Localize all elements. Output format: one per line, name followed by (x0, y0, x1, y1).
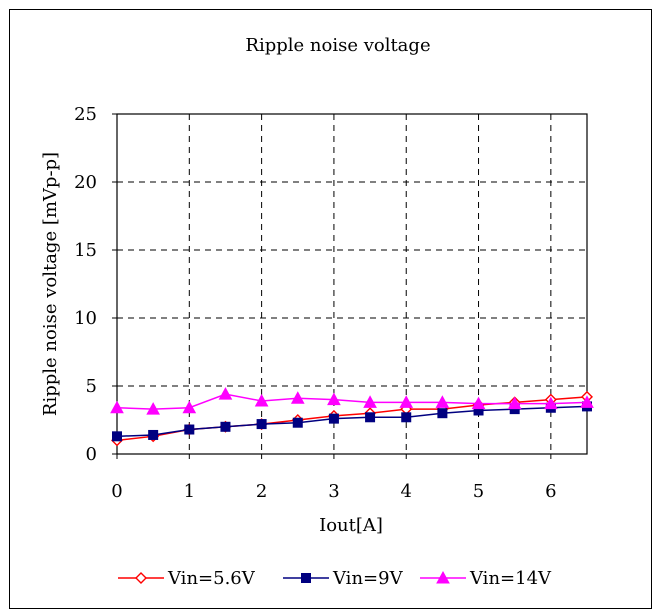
legend-item-2: Vin=14V (420, 568, 552, 589)
series-2-point-5 (290, 391, 305, 404)
series-1-point-2 (184, 424, 195, 435)
x-tick-label-1: 1 (184, 481, 195, 502)
gridlines (117, 114, 587, 454)
series-2-point-0 (110, 400, 124, 414)
series-2-point-9 (435, 395, 450, 408)
x-tick-label-0: 0 (111, 481, 122, 502)
series-1-point-6 (328, 413, 339, 424)
x-tick-label-4: 4 (401, 481, 412, 502)
y-tick-label-3: 15 (74, 240, 97, 261)
x-tick-label-5: 5 (473, 481, 484, 502)
series-1-point-5 (292, 417, 303, 428)
series-line-2 (116, 393, 588, 410)
series-2-point-11 (507, 396, 522, 410)
x-tick-label-2: 2 (256, 481, 267, 502)
data-series (110, 387, 594, 447)
legend-marker-0 (135, 572, 147, 584)
y-tick-label-1: 5 (86, 376, 97, 397)
y-axis-ticks: 0 5 10 15 20 25 (74, 104, 117, 465)
y-axis-label: Ripple noise voltage [mVp-p] (40, 152, 61, 416)
series-1-point-1 (148, 429, 159, 440)
legend-marker-1 (301, 573, 311, 583)
series-1-point-0 (112, 431, 122, 442)
series-1-point-4 (256, 419, 267, 430)
legend-label-1: Vin=9V (332, 568, 404, 589)
legend-label-2: Vin=14V (469, 568, 552, 589)
series-1-point-7 (365, 412, 376, 423)
legend-item-0: Vin=5.6V (118, 568, 256, 589)
series-2-point-12 (544, 396, 558, 410)
series-2-point-7 (363, 395, 377, 408)
chart-title: Ripple noise voltage (245, 35, 430, 56)
series-2-point-10 (471, 396, 486, 410)
x-axis-ticks: 0 1 2 3 4 5 6 (111, 454, 557, 502)
y-tick-label-4: 20 (74, 172, 97, 193)
series-2-point-3 (218, 387, 233, 400)
chart-frame (9, 9, 652, 609)
x-axis-label: Iout[A] (319, 515, 383, 536)
series-1-point-3 (220, 421, 231, 432)
x-tick-label-6: 6 (545, 481, 556, 502)
x-tick-label-3: 3 (328, 481, 339, 502)
series-2-point-8 (399, 395, 414, 408)
legend: Vin=5.6V Vin=9V Vin=14V (118, 568, 552, 589)
y-tick-label-5: 25 (74, 104, 97, 125)
series-2-point-2 (182, 400, 197, 414)
series-2 (110, 387, 594, 415)
series-1-point-8 (401, 412, 412, 423)
y-tick-label-2: 10 (74, 308, 97, 329)
series-2-point-6 (327, 392, 341, 406)
series-1-point-9 (437, 408, 448, 419)
series-2-point-1 (146, 402, 160, 415)
series-line-1 (116, 405, 588, 438)
plot-area-border (116, 113, 588, 455)
legend-marker-2 (436, 570, 450, 584)
series-2-point-4 (254, 393, 269, 407)
legend-item-1: Vin=9V (283, 568, 404, 589)
legend-label-0: Vin=5.6V (167, 568, 256, 589)
series-2-point-13 (580, 395, 594, 408)
y-tick-label-0: 0 (86, 444, 97, 465)
